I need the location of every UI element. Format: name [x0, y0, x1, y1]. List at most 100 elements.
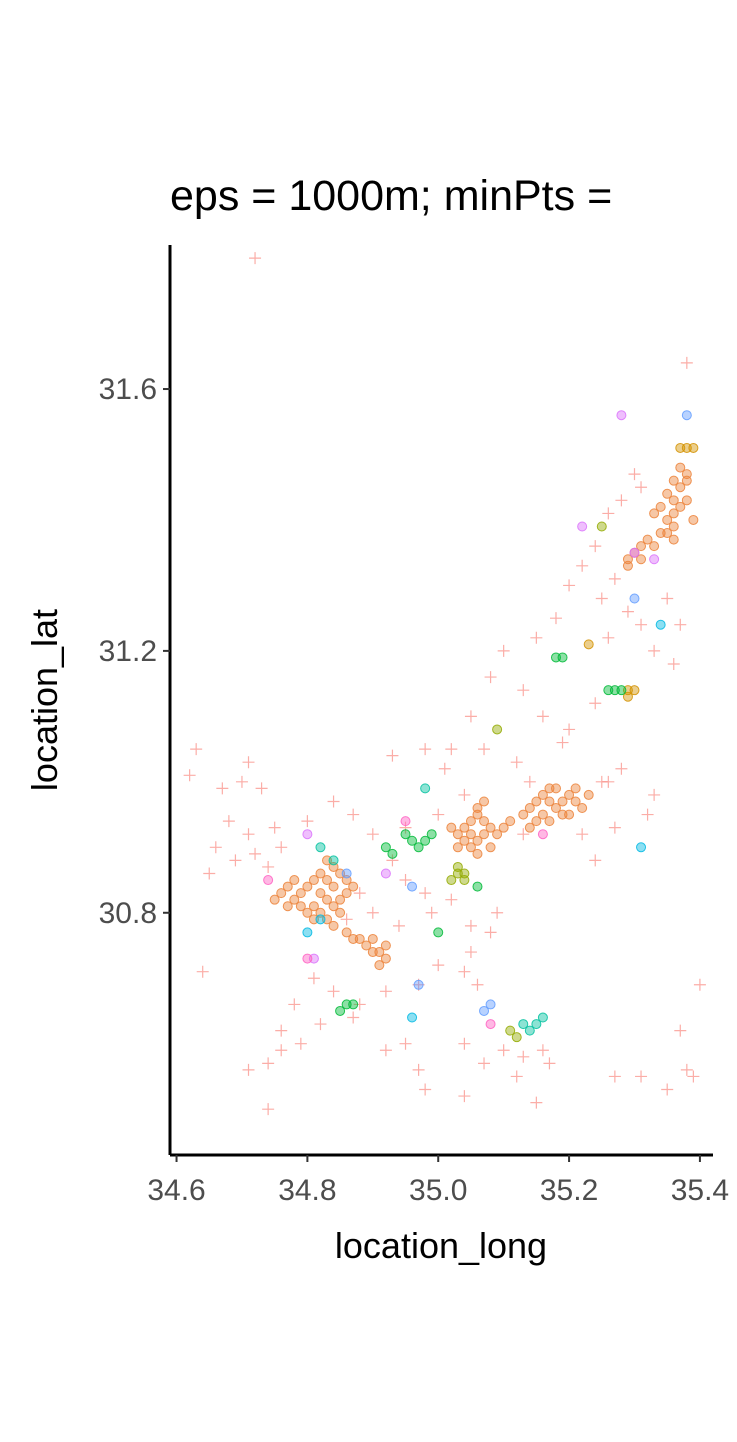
noise-point: [419, 1083, 432, 1096]
cluster-point: [622, 691, 633, 702]
noise-point: [242, 1063, 255, 1076]
cluster-point: [485, 822, 496, 833]
noise-point: [327, 795, 340, 808]
cluster-point: [380, 940, 391, 951]
noise-point: [464, 919, 477, 932]
noise-point: [464, 710, 477, 723]
cluster-point: [518, 1019, 529, 1030]
cluster-point: [570, 783, 581, 794]
noise-point: [229, 854, 242, 867]
cluster-point: [537, 1012, 548, 1023]
cluster-point: [315, 842, 326, 853]
cluster-point: [524, 1025, 535, 1036]
noise-point: [386, 749, 399, 762]
noise-point: [222, 815, 235, 828]
cluster-point: [452, 829, 463, 840]
cluster-point: [492, 829, 503, 840]
cluster-series: [263, 816, 548, 1030]
noise-point: [661, 1083, 674, 1096]
noise-point: [379, 985, 392, 998]
cluster-point: [328, 920, 339, 931]
noise-point: [661, 592, 674, 605]
cluster-point: [367, 933, 378, 944]
cluster-point: [485, 1019, 496, 1030]
noise-point: [458, 965, 471, 978]
cluster-point: [675, 482, 686, 493]
cluster-series: [269, 462, 699, 971]
noise-point: [517, 684, 530, 697]
cluster-point: [649, 554, 660, 565]
noise-point: [628, 468, 641, 481]
x-tick-label: 34.6: [147, 1174, 205, 1207]
cluster-point: [688, 514, 699, 525]
cluster-point: [485, 999, 496, 1010]
cluster-point: [289, 875, 300, 886]
cluster-point: [655, 501, 666, 512]
noise-point: [432, 808, 445, 821]
y-axis-ticks: 30.8 31.2 31.6: [99, 373, 170, 930]
noise-point: [680, 356, 693, 369]
cluster-point: [479, 816, 490, 827]
cluster-point: [649, 541, 660, 552]
cluster-point: [341, 868, 352, 879]
noise-point: [510, 756, 523, 769]
cluster-point: [459, 835, 470, 846]
cluster-point: [308, 901, 319, 912]
cluster-point: [675, 442, 686, 453]
cluster-point: [328, 881, 339, 892]
cluster-point: [465, 842, 476, 853]
noise-point: [641, 808, 654, 821]
cluster-point: [472, 848, 483, 859]
cluster-point: [322, 875, 333, 886]
x-tick-label: 35.0: [409, 1174, 467, 1207]
noise-point: [288, 998, 301, 1011]
cluster-point: [276, 888, 287, 899]
noise-point: [242, 828, 255, 841]
cluster-point: [374, 947, 385, 958]
cluster-point: [459, 875, 470, 886]
cluster-point: [387, 848, 398, 859]
cluster-point: [636, 541, 647, 552]
noise-point: [615, 494, 628, 507]
cluster-point: [557, 796, 568, 807]
cluster-point: [564, 789, 575, 800]
y-tick-label: 30.8: [99, 897, 157, 930]
cluster-series: [446, 521, 607, 1043]
cluster-point: [668, 495, 679, 506]
cluster-point: [413, 842, 424, 853]
cluster-point: [348, 881, 359, 892]
noise-point: [543, 1057, 556, 1070]
cluster-series: [302, 619, 666, 1023]
points-layer: [183, 252, 706, 1116]
noise-point: [615, 762, 628, 775]
noise-point: [347, 808, 360, 821]
noise-point: [635, 1070, 648, 1083]
noise-point: [497, 1044, 510, 1057]
cluster-point: [550, 803, 561, 814]
noise-point: [517, 828, 530, 841]
noise-point: [301, 815, 314, 828]
noise-point: [268, 821, 281, 834]
cluster-point: [662, 528, 673, 539]
cluster-point: [505, 1025, 516, 1036]
noise-point: [523, 775, 536, 788]
noise-point: [648, 644, 661, 657]
noise-point: [589, 697, 602, 710]
noise-point: [353, 998, 366, 1011]
noise-point: [484, 671, 497, 684]
cluster-series: [315, 783, 548, 1036]
noise-point: [262, 1057, 275, 1070]
cluster-point: [629, 593, 640, 604]
noise-point: [392, 919, 405, 932]
cluster-point: [263, 875, 274, 886]
cluster-point: [668, 475, 679, 486]
cluster-point: [479, 1005, 490, 1016]
cluster-point: [380, 868, 391, 879]
noise-point: [491, 906, 504, 919]
cluster-point: [433, 927, 444, 938]
y-tick-label: 31.6: [99, 373, 157, 406]
noise-point: [563, 579, 576, 592]
noise-point: [530, 631, 543, 644]
cluster-point: [400, 829, 411, 840]
cluster-point: [472, 803, 483, 814]
